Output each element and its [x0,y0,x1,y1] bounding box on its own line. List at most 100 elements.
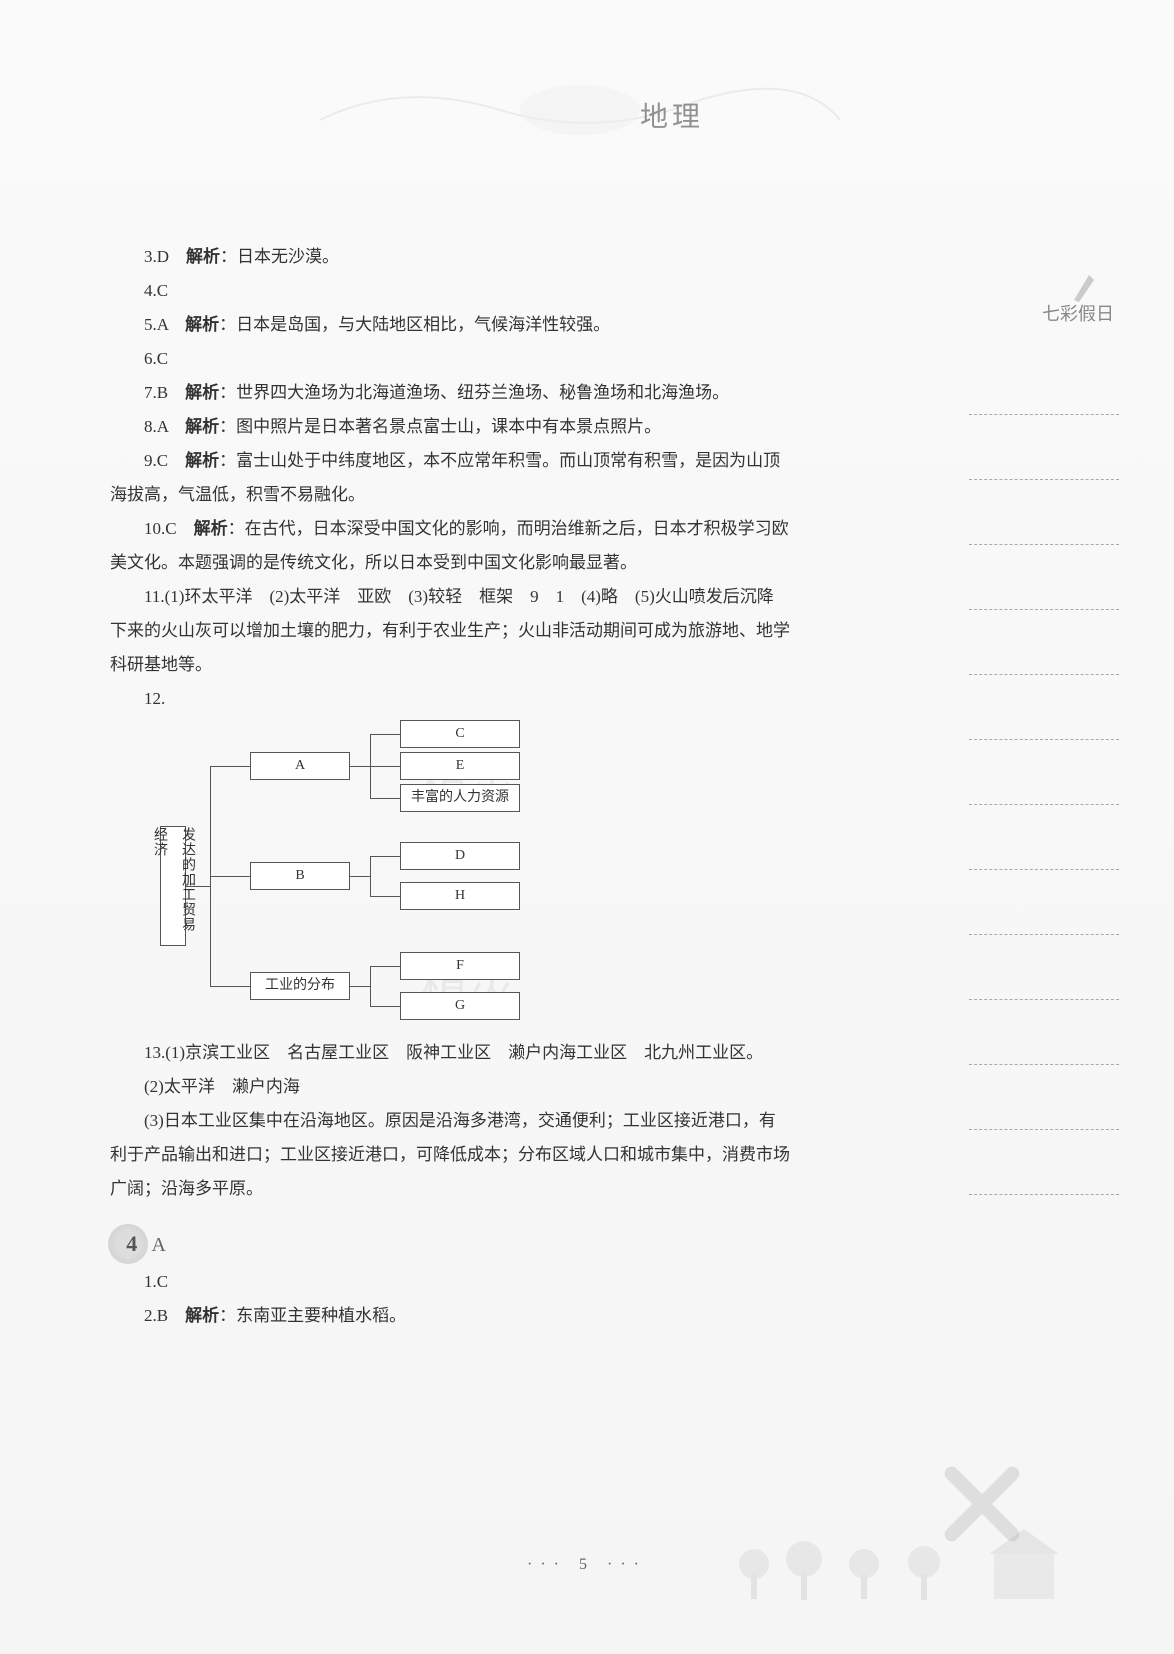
diagram-connector [350,986,370,987]
answer-10: 10.C 解析：在古代，日本深受中国文化的影响，而明治维新之后，日本才积极学习欧… [110,512,790,580]
note-line [969,480,1119,545]
tree-diagram: 精灵 精灵 发达的加工贸易经济 A B 工业的分布 C E 丰富的人力资源 [160,726,790,1026]
s4-answer-2: 2.B 解析：东南亚主要种植水稻。 [110,1299,790,1333]
q-ans: C [165,519,176,538]
q-ans: A [157,417,168,436]
diagram-connector [210,876,250,877]
label-analysis: 解析 [185,315,219,334]
note-line [969,675,1119,740]
q-ans: C [157,281,168,300]
trees-house-icon [714,1464,1114,1614]
q-text: (3)日本工业区集中在沿海地区。原因是沿海多港湾，交通便利；工业区接近港口，有利… [110,1111,790,1198]
diagram-connector [370,966,400,967]
diagram-node-d: D [400,842,520,870]
diagram-connector [370,766,400,767]
q-ans: B [157,1306,168,1325]
diagram-connector [370,798,400,799]
q-text: ：日本无沙漠。 [220,247,339,266]
q-num: 8. [144,417,157,436]
q-text: ：东南亚主要种植水稻。 [219,1306,406,1325]
diagram-connector [370,734,400,735]
note-line [969,870,1119,935]
note-line [969,935,1119,1000]
diagram-node-g: G [400,992,520,1020]
q-ans: C [157,1272,168,1291]
diagram-node-e: E [400,752,520,780]
header-decoration [300,60,850,180]
q-num: 6. [144,349,157,368]
answer-5: 5.A 解析：日本是岛国，与大陆地区相比，气候海洋性较强。 [110,308,790,342]
subject-title: 地理 [640,95,704,135]
q-num: 13. [144,1043,165,1062]
cloud-swirl-icon [300,60,850,180]
label-analysis: 解析 [186,247,220,266]
label-analysis: 解析 [185,383,219,402]
answer-12-num: 12. [110,682,790,716]
q-num: 4. [144,281,157,300]
diagram-connector [210,986,250,987]
content-area: 3.D 解析：日本无沙漠。 4.C 5.A 解析：日本是岛国，与大陆地区相比，气… [110,240,790,1333]
section-badge: 4 [108,1224,148,1264]
diagram-connector [370,856,400,857]
diagram-node-a: A [250,752,350,780]
q-text: (1)京滨工业区 名古屋工业区 阪神工业区 濑户内海工业区 北九州工业区。 [165,1043,763,1062]
note-line [969,1130,1119,1195]
section-4-header: 4A [110,1224,790,1265]
q-text: ：日本是岛国，与大陆地区相比，气候海洋性较强。 [219,315,610,334]
diagram-node-f: F [400,952,520,980]
diagram-connector [370,856,371,896]
answer-13: 13.(1)京滨工业区 名古屋工业区 阪神工业区 濑户内海工业区 北九州工业区。 [110,1036,790,1070]
note-line [969,1065,1119,1130]
answer-13-3: (3)日本工业区集中在沿海地区。原因是沿海多港湾，交通便利；工业区接近港口，有利… [110,1104,790,1206]
q-num: 11. [144,587,165,606]
q-ans: C [157,349,168,368]
note-line [969,415,1119,480]
q-num: 9. [144,451,157,470]
answer-3: 3.D 解析：日本无沙漠。 [110,240,790,274]
answer-8: 8.A 解析：图中照片是日本著名景点富士山，课本中有本景点照片。 [110,410,790,444]
s4-answer-1: 1.C [110,1265,790,1299]
note-line [969,805,1119,870]
q-num: 2. [144,1306,157,1325]
note-line [969,545,1119,610]
diagram-node-hr: 丰富的人力资源 [400,784,520,812]
q-num: 10. [144,519,165,538]
diagram-connector [186,886,210,887]
q-text: ：图中照片是日本著名景点富士山，课本中有本景点照片。 [219,417,661,436]
note-line [969,350,1119,415]
note-line [969,610,1119,675]
q-ans: C [157,451,168,470]
q-num: 7. [144,383,157,402]
label-analysis: 解析 [185,417,219,436]
note-line [969,740,1119,805]
q-ans: D [157,247,169,266]
q-ans: B [157,383,168,402]
diagram-connector [370,1006,400,1007]
sidebar-label: 七彩假日 [1042,300,1114,326]
q-text: ：世界四大渔场为北海道渔场、纽芬兰渔场、秘鲁渔场和北海渔场。 [219,383,729,402]
answer-7: 7.B 解析：世界四大渔场为北海道渔场、纽芬兰渔场、秘鲁渔场和北海渔场。 [110,376,790,410]
q-num: 3. [144,247,157,266]
footer-decoration [714,1464,1114,1614]
note-line [969,1000,1119,1065]
sidebar-note-lines [969,350,1119,1195]
answer-6: 6.C [110,342,790,376]
label-analysis: 解析 [194,519,228,538]
section-sub: A [152,1234,166,1256]
diagram-node-b: B [250,862,350,890]
diagram-root-node: 发达的加工贸易经济 [160,826,186,946]
diagram-node-h: H [400,882,520,910]
answer-4: 4.C [110,274,790,308]
answer-11: 11.(1)环太平洋 (2)太平洋 亚欧 (3)较轻 框架 9 1 (4)略 (… [110,580,790,682]
q-ans: A [157,315,168,334]
diagram-connector [370,966,371,1006]
q-text: (1)环太平洋 (2)太平洋 亚欧 (3)较轻 框架 9 1 (4)略 (5)火… [110,587,790,674]
q-num: 5. [144,315,157,334]
diagram-connector [350,876,370,877]
diagram-connector [370,896,400,897]
answer-13-2: (2)太平洋 濑户内海 [110,1070,790,1104]
diagram-connector [350,766,370,767]
q-num: 1. [144,1272,157,1291]
page-root: 地理 七彩假日 3.D 解析：日本无沙漠。 4.C 5.A 解析：日本是岛国，与… [0,0,1174,1654]
label-analysis: 解析 [185,1306,219,1325]
